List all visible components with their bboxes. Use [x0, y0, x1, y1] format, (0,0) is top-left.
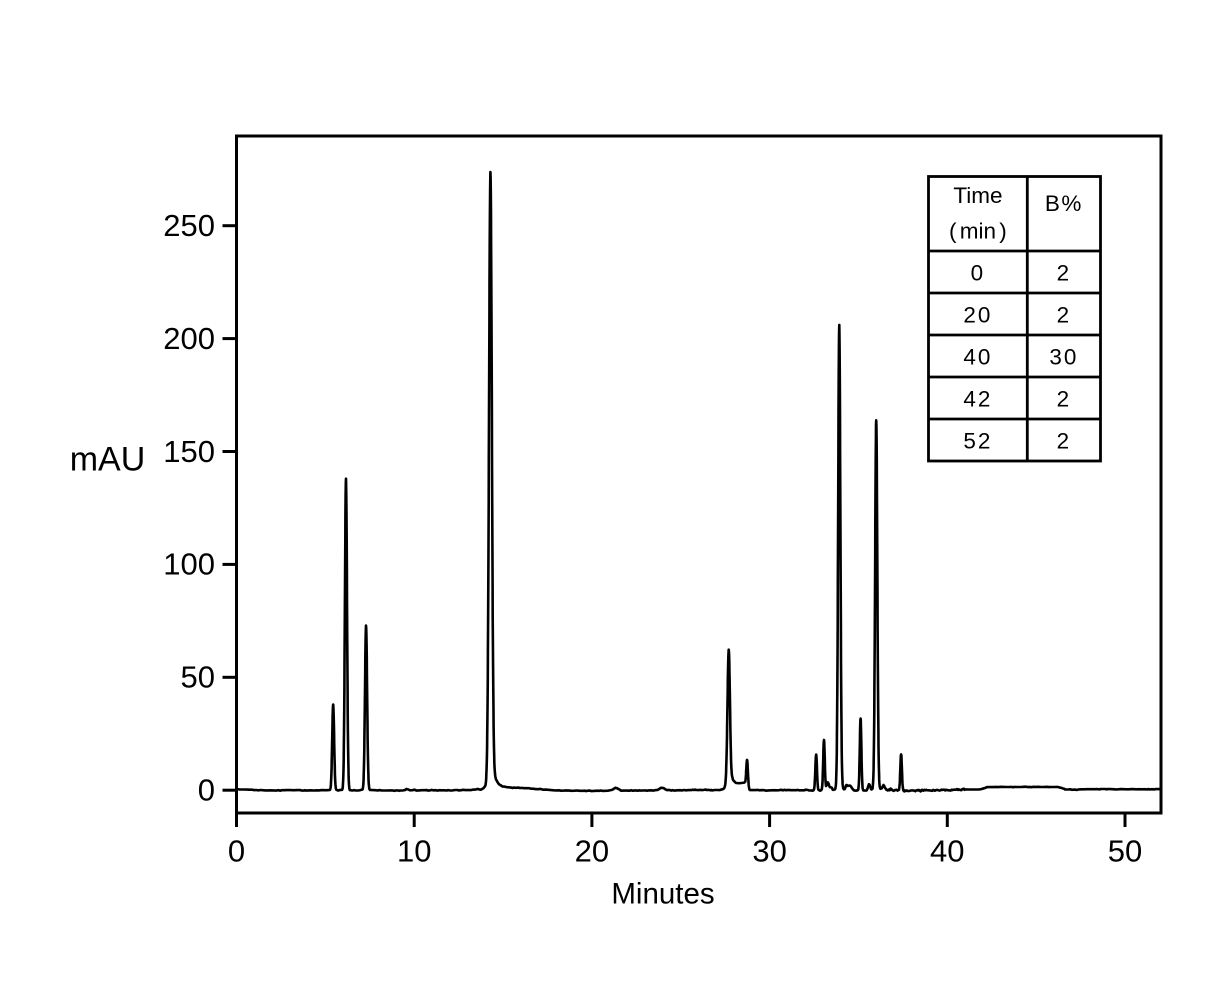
svg-text:2: 2: [1057, 428, 1072, 453]
svg-text:30: 30: [752, 834, 786, 869]
svg-text:20: 20: [575, 834, 609, 869]
svg-text:200: 200: [163, 321, 215, 356]
svg-text:100: 100: [163, 547, 215, 582]
svg-text:250: 250: [163, 208, 215, 243]
svg-text:40: 40: [963, 344, 992, 369]
svg-text:10: 10: [397, 834, 431, 869]
svg-text:50: 50: [1108, 834, 1142, 869]
svg-text:mAU: mAU: [70, 441, 146, 479]
svg-text:( min ): ( min ): [949, 219, 1007, 244]
svg-text:50: 50: [181, 660, 215, 695]
svg-text:0: 0: [228, 834, 245, 869]
svg-text:20: 20: [963, 302, 992, 327]
svg-text:2: 2: [1057, 386, 1072, 411]
svg-text:0: 0: [971, 260, 986, 285]
svg-text:42: 42: [963, 386, 992, 411]
svg-text:0: 0: [198, 773, 215, 808]
svg-text:150: 150: [163, 434, 215, 469]
svg-text:Minutes: Minutes: [611, 878, 714, 911]
svg-text:2: 2: [1057, 302, 1072, 327]
svg-text:52: 52: [963, 428, 992, 453]
svg-text:Time: Time: [953, 183, 1002, 208]
svg-text:B%: B%: [1045, 191, 1083, 216]
svg-text:40: 40: [930, 834, 964, 869]
svg-text:30: 30: [1049, 344, 1078, 369]
svg-text:2: 2: [1057, 260, 1072, 285]
